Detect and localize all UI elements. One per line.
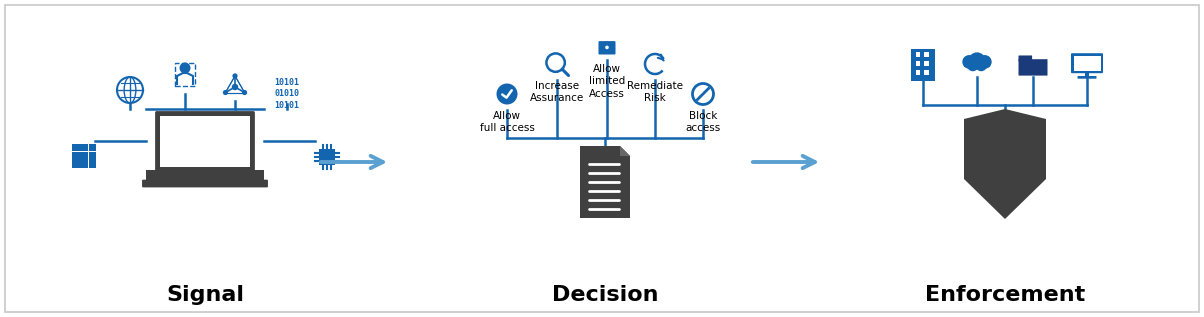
Circle shape xyxy=(692,83,714,105)
Circle shape xyxy=(179,62,190,74)
FancyBboxPatch shape xyxy=(160,116,250,166)
FancyBboxPatch shape xyxy=(72,160,79,168)
Circle shape xyxy=(606,46,609,49)
Circle shape xyxy=(975,60,987,71)
Circle shape xyxy=(496,83,518,105)
FancyBboxPatch shape xyxy=(925,70,928,74)
Text: Remediate
Risk: Remediate Risk xyxy=(627,81,683,103)
FancyBboxPatch shape xyxy=(925,61,928,66)
Text: Allow
limited
Access: Allow limited Access xyxy=(589,64,625,99)
FancyBboxPatch shape xyxy=(146,170,264,181)
FancyBboxPatch shape xyxy=(916,61,920,66)
FancyBboxPatch shape xyxy=(911,49,936,81)
Circle shape xyxy=(223,90,228,95)
FancyBboxPatch shape xyxy=(598,41,615,55)
Polygon shape xyxy=(620,146,630,156)
Text: Block
access: Block access xyxy=(685,111,721,133)
FancyBboxPatch shape xyxy=(1078,76,1097,79)
Circle shape xyxy=(962,55,976,69)
FancyBboxPatch shape xyxy=(72,144,79,151)
FancyBboxPatch shape xyxy=(142,180,268,187)
FancyBboxPatch shape xyxy=(319,149,335,165)
FancyBboxPatch shape xyxy=(925,52,928,57)
FancyBboxPatch shape xyxy=(81,152,88,159)
FancyBboxPatch shape xyxy=(916,70,920,74)
FancyBboxPatch shape xyxy=(72,152,79,159)
FancyBboxPatch shape xyxy=(89,160,96,168)
Text: Signal: Signal xyxy=(166,285,244,305)
FancyBboxPatch shape xyxy=(1019,59,1047,75)
Circle shape xyxy=(231,84,238,90)
FancyBboxPatch shape xyxy=(89,152,96,159)
Text: Increase
Assurance: Increase Assurance xyxy=(530,81,584,103)
FancyBboxPatch shape xyxy=(81,160,88,168)
Text: 10101
01010
10101: 10101 01010 10101 xyxy=(275,78,300,110)
Circle shape xyxy=(232,73,237,79)
FancyBboxPatch shape xyxy=(89,144,96,151)
Circle shape xyxy=(967,60,979,71)
Text: Decision: Decision xyxy=(551,285,659,305)
Text: Enforcement: Enforcement xyxy=(925,285,1085,305)
Text: Allow
full access: Allow full access xyxy=(479,111,535,133)
FancyBboxPatch shape xyxy=(155,111,255,171)
FancyBboxPatch shape xyxy=(1019,55,1032,61)
FancyBboxPatch shape xyxy=(964,61,990,67)
Polygon shape xyxy=(964,109,1046,219)
FancyBboxPatch shape xyxy=(916,52,920,57)
Circle shape xyxy=(978,55,992,69)
Polygon shape xyxy=(580,146,630,218)
Circle shape xyxy=(242,90,247,95)
FancyBboxPatch shape xyxy=(1085,72,1090,77)
FancyBboxPatch shape xyxy=(1074,56,1100,71)
Circle shape xyxy=(968,52,986,70)
FancyBboxPatch shape xyxy=(81,144,88,151)
FancyBboxPatch shape xyxy=(5,5,1199,312)
FancyBboxPatch shape xyxy=(1072,53,1103,73)
